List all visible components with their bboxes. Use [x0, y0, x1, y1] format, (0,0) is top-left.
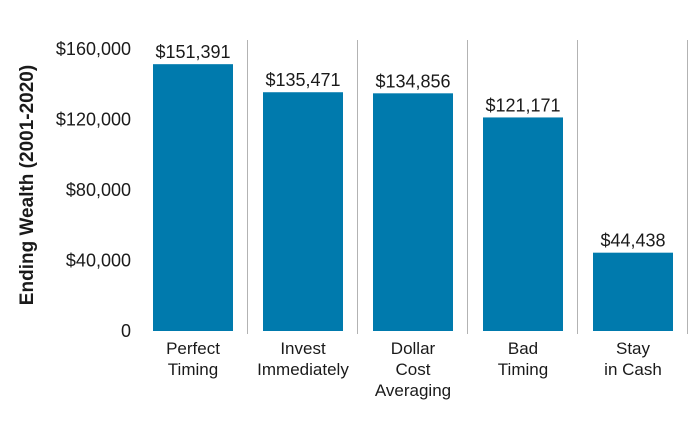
x-tick-label: Perfect Timing: [166, 339, 220, 379]
y-tick-label: $120,000: [56, 110, 131, 130]
bar: [373, 93, 453, 331]
category-dividers: [247, 40, 688, 334]
data-label: $134,856: [375, 71, 450, 91]
y-tick-label: 0: [121, 321, 131, 341]
data-label: $44,438: [600, 231, 665, 251]
y-axis-title: Ending Wealth (2001-2020): [17, 65, 38, 305]
x-tick-label: Bad Timing: [498, 339, 548, 379]
y-axis-ticks: 0 $40,000 $80,000 $120,000 $160,000: [56, 39, 131, 341]
y-tick-label: $40,000: [66, 251, 131, 271]
data-label: $151,391: [155, 42, 230, 62]
x-axis-labels: Perfect Timing Invest Immediately Dollar Cost…: [166, 339, 662, 400]
y-tick-label: $80,000: [66, 180, 131, 200]
data-label: $121,171: [485, 95, 560, 115]
x-tick-label: Invest Immediately: [257, 339, 349, 379]
x-tick-label: Stay in Cash: [604, 339, 662, 379]
data-label: $135,471: [265, 70, 340, 90]
bar: [483, 117, 563, 331]
bar: [593, 252, 673, 331]
bars: [153, 64, 673, 331]
data-labels: $151,391 $135,471 $134,856 $121,171 $44,438: [155, 42, 665, 251]
y-tick-label: $160,000: [56, 39, 131, 59]
x-tick-label: Dollar Cost Averaging: [375, 339, 451, 400]
bar: [153, 64, 233, 331]
bar: [263, 92, 343, 331]
